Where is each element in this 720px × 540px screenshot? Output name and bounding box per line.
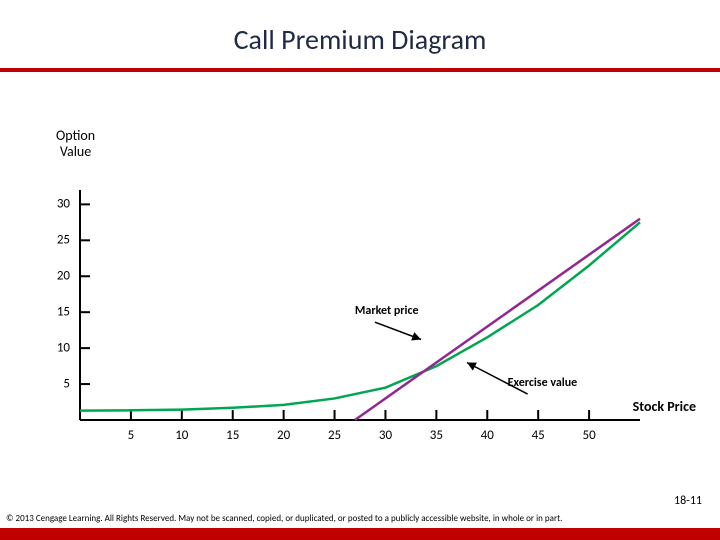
x-tick-label: 10 xyxy=(175,420,188,443)
annotation-exercise-value-label: Exercise value xyxy=(508,376,578,390)
x-tick-label: 20 xyxy=(277,420,290,443)
slide: Call Premium Diagram OptionValue 5101520… xyxy=(0,0,720,540)
title-rule xyxy=(0,68,720,72)
x-tick-label: 50 xyxy=(582,420,595,443)
x-tick-label: 45 xyxy=(532,420,545,443)
x-tick-label: 5 xyxy=(128,420,135,443)
y-tick-label: 15 xyxy=(57,305,80,320)
y-axis-label-text: OptionValue xyxy=(56,127,95,160)
copyright-text: © 2013 Cengage Learning. All Rights Rese… xyxy=(6,513,714,524)
x-tick-label: 30 xyxy=(379,420,392,443)
chart: 510152025305101520253035404550Market pri… xyxy=(80,190,640,420)
series-exercise-value xyxy=(355,219,640,420)
y-axis-label: OptionValue xyxy=(56,128,95,160)
x-axis-label: Stock Price xyxy=(633,398,696,415)
page-title: Call Premium Diagram xyxy=(0,22,720,57)
x-tick-label: 35 xyxy=(430,420,443,443)
footer-bar xyxy=(0,528,720,540)
x-tick-label: 15 xyxy=(226,420,239,443)
y-tick-label: 25 xyxy=(57,233,80,248)
annotation-market-price-arrow xyxy=(375,322,421,339)
y-tick-label: 10 xyxy=(57,341,80,356)
y-tick-label: 20 xyxy=(57,269,80,284)
x-tick-label: 25 xyxy=(328,420,341,443)
y-tick-label: 30 xyxy=(57,197,80,212)
page-number: 18-11 xyxy=(674,494,702,508)
y-tick-label: 5 xyxy=(63,377,80,392)
x-tick-label: 40 xyxy=(481,420,494,443)
annotation-market-price-label: Market price xyxy=(355,304,419,318)
